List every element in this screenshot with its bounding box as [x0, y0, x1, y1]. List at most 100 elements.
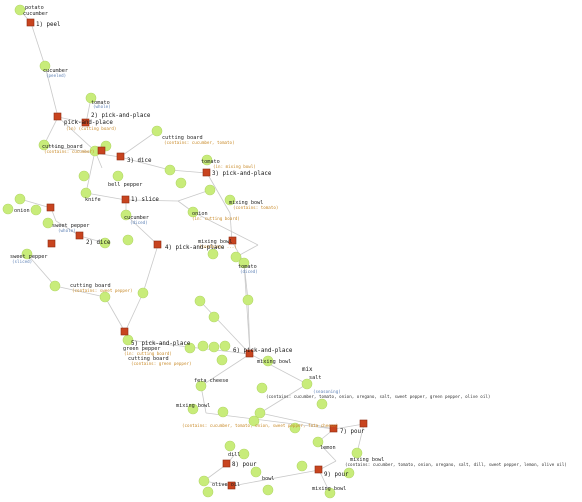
action-pnp-1[interactable] — [81, 118, 90, 127]
label-sweet-pepper-2-sub: (sliced) — [12, 259, 32, 264]
node-mixing-bowl-b[interactable] — [230, 251, 242, 263]
label-mixing-bowl-final: mixing bowl — [312, 486, 346, 492]
node-cutting-board-1[interactable] — [151, 125, 163, 137]
node-obj-ad[interactable] — [224, 440, 236, 452]
node-obj-p[interactable] — [208, 311, 220, 323]
node-obj-q[interactable] — [184, 342, 196, 354]
label-cutting-board-4-sub: (contains: green pepper) — [131, 361, 192, 366]
node-obj-u[interactable] — [216, 354, 228, 366]
label-pnp-mid: 4) pick-and-place — [165, 245, 225, 251]
label-pnp1: 2) pick-and-place — [91, 113, 151, 119]
node-obj-x[interactable] — [187, 403, 199, 415]
label-dill-pour: 8) pour — [232, 462, 257, 468]
node-obj-aa[interactable] — [316, 398, 328, 410]
node-obj-ac[interactable] — [351, 447, 363, 459]
edge — [124, 292, 144, 333]
label-peel: 1) peel — [36, 22, 60, 28]
node-obj-ab[interactable] — [289, 422, 301, 434]
label-onion-2-sub: (in: cutting board) — [192, 216, 240, 221]
action-dice-a[interactable] — [97, 146, 106, 155]
node-obj-r[interactable] — [197, 340, 209, 352]
node-dill[interactable] — [198, 475, 210, 487]
node-obj-g[interactable] — [30, 204, 42, 216]
node-obj-e[interactable] — [112, 170, 124, 182]
node-obj-n[interactable] — [194, 295, 206, 307]
node-salt[interactable] — [301, 378, 313, 390]
action-pnp-4[interactable] — [153, 240, 162, 249]
action-pnp-5[interactable] — [228, 236, 237, 245]
action-dice-c[interactable] — [46, 203, 55, 212]
label-mixing-bowl-e-sub: (contains: cucumber, tomato, onion, oreg… — [266, 394, 490, 399]
label-cutting-board-2-sub: (contains: cucumber) — [44, 149, 94, 154]
node-obj-ae[interactable] — [238, 448, 250, 460]
action-pour-e[interactable] — [227, 481, 236, 490]
node-lemon[interactable] — [312, 436, 324, 448]
node-obj-m[interactable] — [137, 287, 149, 299]
node-obj-h[interactable] — [204, 184, 216, 196]
node-bell-pepper[interactable] — [14, 193, 26, 205]
node-obj-v[interactable] — [262, 355, 274, 367]
action-pour-c[interactable] — [222, 459, 231, 468]
node-potato-top[interactable] — [14, 4, 26, 16]
labels: potato cucumber 1) peel cucumber (peeled… — [10, 5, 567, 492]
edges — [19, 9, 365, 494]
label-slice: 1) slice — [131, 197, 159, 203]
label-cucumber-top: cucumber — [23, 11, 48, 17]
action-pour-b[interactable] — [359, 419, 368, 428]
node-onion-2[interactable] — [187, 206, 199, 218]
node-cucumber-peeled[interactable] — [39, 60, 51, 72]
node-obj-i[interactable] — [99, 237, 111, 249]
node-obj-z[interactable] — [248, 415, 260, 427]
label-tomato-3: tomato — [238, 264, 257, 270]
node-cucumber-b[interactable] — [120, 209, 132, 221]
action-dice-d[interactable] — [75, 231, 84, 240]
label-mixing-bowl-d-sub: (contains: cucumber, tomato, onion, swee… — [182, 423, 338, 428]
node-obj-af[interactable] — [202, 486, 214, 498]
action-peel[interactable] — [26, 18, 35, 27]
node-bowl[interactable] — [250, 466, 262, 478]
node-obj-ai[interactable] — [296, 460, 308, 472]
node-obj-d[interactable] — [78, 170, 90, 182]
action-pour-a[interactable] — [329, 424, 338, 433]
node-tomato[interactable] — [85, 92, 97, 104]
node-onion[interactable] — [2, 203, 14, 215]
action-pour-d[interactable] — [314, 465, 323, 474]
node-mixing-bowl-d[interactable] — [254, 407, 266, 419]
node-knife[interactable] — [80, 187, 92, 199]
node-obj-k[interactable] — [207, 248, 219, 260]
action-pnp-2[interactable] — [53, 112, 62, 121]
node-obj-j[interactable] — [122, 234, 134, 246]
node-obj-t[interactable] — [219, 340, 231, 352]
action-mix[interactable] — [245, 349, 254, 358]
node-obj-y[interactable] — [217, 406, 229, 418]
label-green-pepper: green pepper — [123, 346, 160, 352]
node-obj-f[interactable] — [175, 177, 187, 189]
node-obj-s[interactable] — [208, 341, 220, 353]
node-obj-ah[interactable] — [343, 467, 355, 479]
node-feta[interactable] — [195, 380, 207, 392]
label-cutting-board-1: cutting board — [162, 135, 203, 141]
edge — [259, 383, 308, 414]
node-tomato-3[interactable] — [238, 257, 250, 269]
node-obj-ag[interactable] — [324, 487, 336, 499]
label-mixing-bowl-a: mixing bowl — [229, 200, 263, 206]
node-obj-l[interactable] — [49, 280, 61, 292]
node-obj-w[interactable] — [256, 382, 268, 394]
action-dice-e[interactable] — [47, 239, 56, 248]
label-mixing-bowl-f: mixing bowl — [350, 457, 384, 463]
node-obj-c[interactable] — [164, 164, 176, 176]
edge — [192, 211, 259, 246]
action-dice-b[interactable] — [116, 152, 125, 161]
node-sweet-pepper-2[interactable] — [21, 248, 33, 260]
node-cutting-board-3[interactable] — [99, 291, 111, 303]
node-sweet-pepper[interactable] — [42, 217, 54, 229]
action-pnp-6[interactable] — [120, 327, 129, 336]
node-cutting-board-2[interactable] — [38, 139, 50, 151]
node-mixing-bowl-a[interactable] — [224, 194, 236, 206]
node-olive-oil[interactable] — [262, 484, 274, 496]
action-pnp-3[interactable] — [202, 168, 211, 177]
node-obj-o[interactable] — [242, 294, 254, 306]
label-pnp-center: 6) pick-and-place — [233, 348, 293, 354]
node-tomato-2[interactable] — [201, 154, 213, 166]
action-slice[interactable] — [121, 195, 130, 204]
